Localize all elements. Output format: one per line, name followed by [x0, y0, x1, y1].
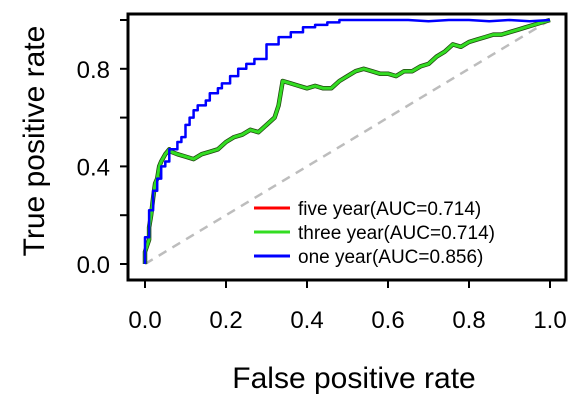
x-tick-label: 0.8	[452, 307, 485, 334]
x-tick-label: 0.4	[290, 307, 323, 334]
legend-label-1: three year(AUC=0.714)	[298, 223, 495, 244]
series-line-2	[143, 18, 551, 264]
legend-label-0: five year(AUC=0.714)	[298, 199, 481, 220]
plot-frame	[126, 12, 568, 282]
y-axis-title: True positive rate	[18, 26, 51, 257]
legend-label-2: one year(AUC=0.856)	[298, 247, 483, 268]
x-tick-label: 0.6	[371, 307, 404, 334]
x-tick-label: 0.0	[128, 307, 161, 334]
y-tick-label: 0.4	[77, 154, 110, 181]
series-line-1	[143, 18, 551, 264]
y-tick-label: 0.0	[77, 252, 110, 279]
x-tick-label: 1.0	[533, 307, 566, 334]
y-tick-label: 0.8	[77, 57, 110, 84]
x-axis-title: False positive rate	[232, 362, 475, 395]
x-tick-label: 0.2	[209, 307, 242, 334]
